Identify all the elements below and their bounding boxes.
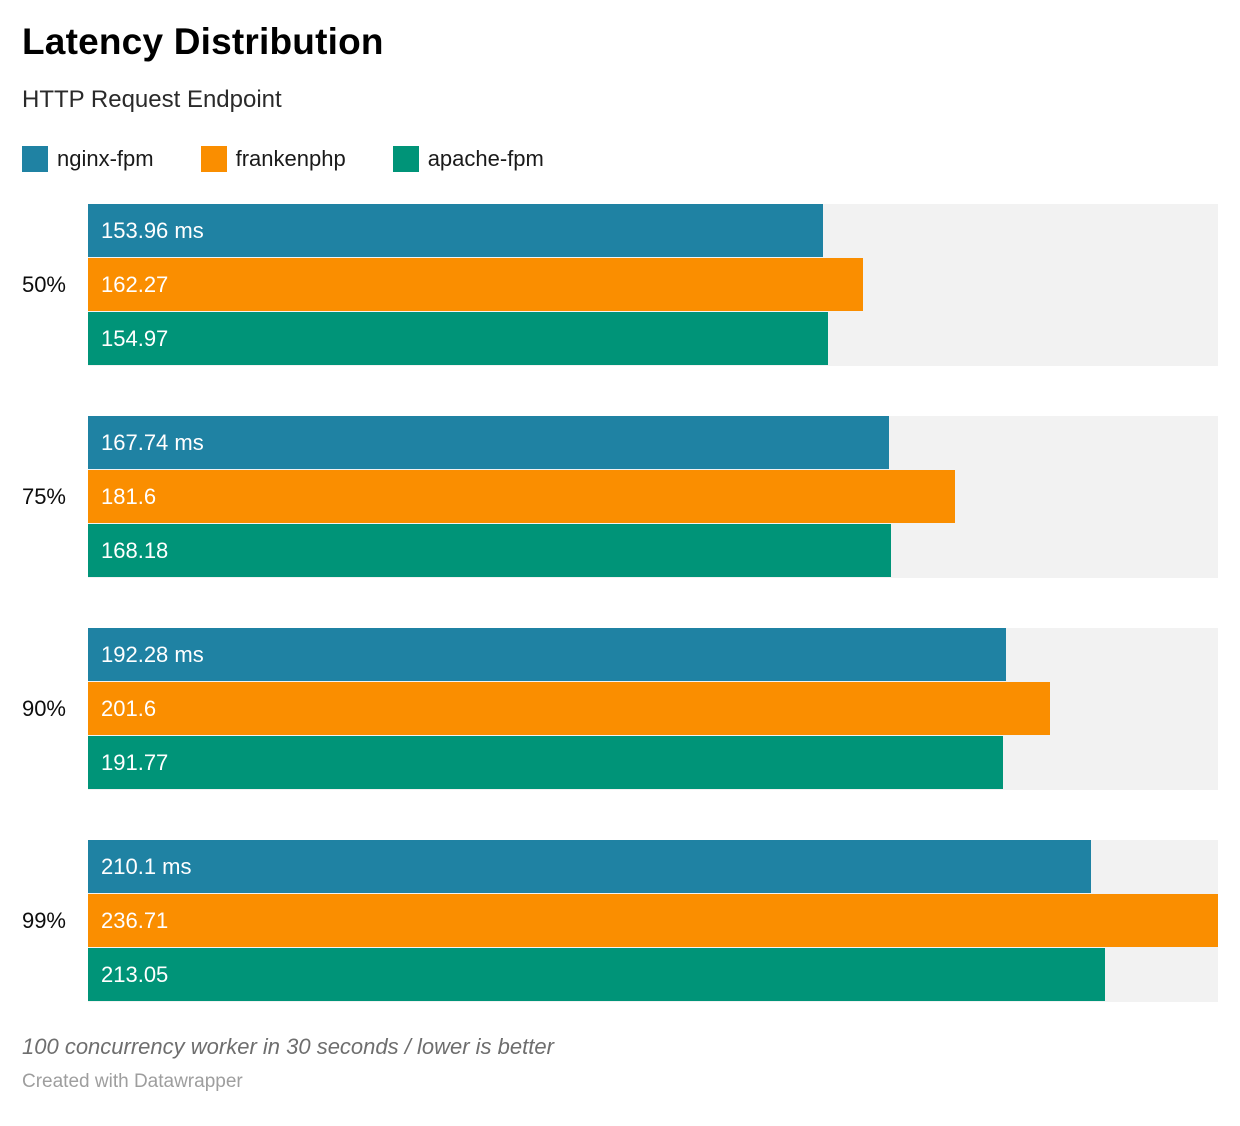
- bar-value-label: 153.96 ms: [101, 217, 204, 243]
- bar-nginx-fpm-75%: 167.74 ms: [88, 416, 889, 469]
- bar-apache-fpm-75%: 168.18: [88, 524, 891, 577]
- datawrapper-credit: Created with Datawrapper: [22, 1071, 243, 1092]
- bar-value-label: 181.6: [101, 483, 157, 509]
- chart-footer: 100 concurrency worker in 30 seconds / l…: [22, 1033, 1218, 1094]
- bar-frankenphp-99%: 236.71: [88, 894, 1218, 947]
- bar-row-apache-fpm: 154.97: [88, 312, 1218, 366]
- bar-row-nginx-fpm: 167.74 ms: [88, 416, 1218, 470]
- bar-group-99%: 99% 210.1 ms 236.71 213.05: [22, 840, 1218, 1002]
- category-label: 50%: [21, 272, 66, 297]
- bar-value-label: 213.05: [101, 961, 169, 987]
- chart-subtitle: HTTP Request Endpoint: [22, 86, 282, 113]
- legend-item-nginx-fpm: nginx-fpm: [22, 146, 154, 172]
- bar-value-label: 192.28 ms: [101, 641, 204, 667]
- legend-label: nginx-fpm: [57, 146, 154, 171]
- bar-value-label: 201.6: [101, 695, 157, 721]
- bar-row-frankenphp: 181.6: [88, 470, 1218, 524]
- bar-row-nginx-fpm: 192.28 ms: [88, 628, 1218, 682]
- bar-apache-fpm-99%: 213.05: [88, 948, 1106, 1001]
- category-label-col: 50%: [22, 204, 66, 366]
- bar-frankenphp-90%: 201.6: [88, 682, 1051, 735]
- legend-label: apache-fpm: [427, 146, 544, 171]
- legend-label: frankenphp: [235, 146, 346, 171]
- legend-swatch-icon: [22, 146, 48, 172]
- category-label: 75%: [21, 484, 66, 509]
- bar-group-75%: 75% 167.74 ms 181.6 168.18: [22, 416, 1218, 578]
- bar-track: 210.1 ms 236.71 213.05: [88, 840, 1218, 1002]
- bar-track: 192.28 ms 201.6 191.77: [88, 628, 1218, 790]
- bar-chart: 50% 153.96 ms 162.27 154.97 75% 167.74 ms 181.…: [22, 204, 1218, 1002]
- bar-row-nginx-fpm: 153.96 ms: [88, 204, 1218, 258]
- bar-row-apache-fpm: 168.18: [88, 524, 1218, 578]
- bar-group-90%: 90% 192.28 ms 201.6 191.77: [22, 628, 1218, 790]
- bar-value-label: 162.27: [101, 271, 169, 297]
- bar-apache-fpm-50%: 154.97: [88, 312, 828, 365]
- bar-frankenphp-75%: 181.6: [88, 470, 955, 523]
- bar-value-label: 236.71: [101, 907, 169, 933]
- chart-title: Latency Distribution: [22, 21, 384, 62]
- footer-note: 100 concurrency worker in 30 seconds / l…: [22, 1034, 554, 1059]
- category-label: 90%: [21, 696, 66, 721]
- legend-item-frankenphp: frankenphp: [200, 146, 346, 172]
- bar-row-frankenphp: 201.6: [88, 682, 1218, 736]
- bar-row-frankenphp: 236.71: [88, 894, 1218, 948]
- bar-row-apache-fpm: 213.05: [88, 948, 1218, 1002]
- category-label: 99%: [21, 908, 66, 933]
- bar-value-label: 191.77: [101, 749, 169, 775]
- bar-value-label: 154.97: [101, 325, 169, 351]
- category-label-col: 75%: [22, 416, 66, 578]
- bar-value-label: 167.74 ms: [101, 429, 204, 455]
- category-label-col: 99%: [22, 840, 66, 1002]
- bar-track: 153.96 ms 162.27 154.97: [88, 204, 1218, 366]
- bar-row-apache-fpm: 191.77: [88, 736, 1218, 790]
- legend: nginx-fpm frankenphp apache-fpm: [22, 146, 1218, 172]
- bar-value-label: 210.1 ms: [101, 853, 192, 879]
- legend-swatch-icon: [392, 146, 419, 172]
- bar-nginx-fpm-99%: 210.1 ms: [88, 840, 1091, 893]
- bar-group-50%: 50% 153.96 ms 162.27 154.97: [22, 204, 1218, 366]
- bar-track: 167.74 ms 181.6 168.18: [88, 416, 1218, 578]
- chart-page: Latency Distribution HTTP Request Endpoi…: [22, 21, 1218, 1094]
- bar-frankenphp-50%: 162.27: [88, 258, 863, 311]
- bar-nginx-fpm-90%: 192.28 ms: [88, 628, 1006, 681]
- bar-row-frankenphp: 162.27: [88, 258, 1218, 312]
- bar-apache-fpm-90%: 191.77: [88, 736, 1004, 789]
- legend-swatch-icon: [200, 146, 227, 172]
- bar-row-nginx-fpm: 210.1 ms: [88, 840, 1218, 894]
- category-label-col: 90%: [22, 628, 66, 790]
- legend-item-apache-fpm: apache-fpm: [392, 146, 544, 172]
- bar-value-label: 168.18: [101, 537, 169, 563]
- bar-nginx-fpm-50%: 153.96 ms: [88, 204, 823, 257]
